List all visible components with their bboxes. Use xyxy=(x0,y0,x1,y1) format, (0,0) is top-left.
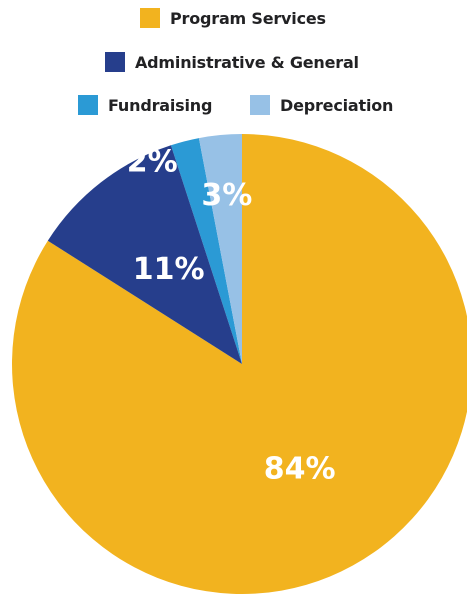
legend-item-depreciation: Depreciation xyxy=(250,95,393,115)
pie-label-program-services: 84% xyxy=(264,451,336,486)
legend-swatch-administrative-general xyxy=(105,52,125,72)
legend-swatch-depreciation xyxy=(250,95,270,115)
pie-slice-administrative-general xyxy=(47,145,242,364)
pie-slice-depreciation xyxy=(198,134,242,364)
pie-slice-program-services xyxy=(12,134,467,594)
legend-label-administrative-general: Administrative & General xyxy=(135,52,359,72)
legend-swatch-program-services xyxy=(140,8,160,28)
pie-label-fundraising: 2% xyxy=(127,145,178,180)
chart-legend: Program Services Administrative & Genera… xyxy=(0,0,467,120)
pie-label-depreciation: 3% xyxy=(201,178,252,213)
pie-label-administrative-general: 11% xyxy=(133,252,205,287)
legend-label-fundraising: Fundraising xyxy=(108,95,213,115)
legend-label-program-services: Program Services xyxy=(170,8,326,28)
pie-slice-fundraising xyxy=(170,138,242,364)
legend-item-fundraising: Fundraising xyxy=(78,95,212,115)
legend-swatch-fundraising xyxy=(78,95,98,115)
legend-label-depreciation: Depreciation xyxy=(280,95,394,115)
pie-slice-labels: 2% 3% 84% 11% xyxy=(127,145,336,487)
pie-slices xyxy=(12,134,467,594)
legend-item-administrative-general: Administrative & General xyxy=(105,52,359,72)
legend-item-program-services: Program Services xyxy=(140,8,326,28)
